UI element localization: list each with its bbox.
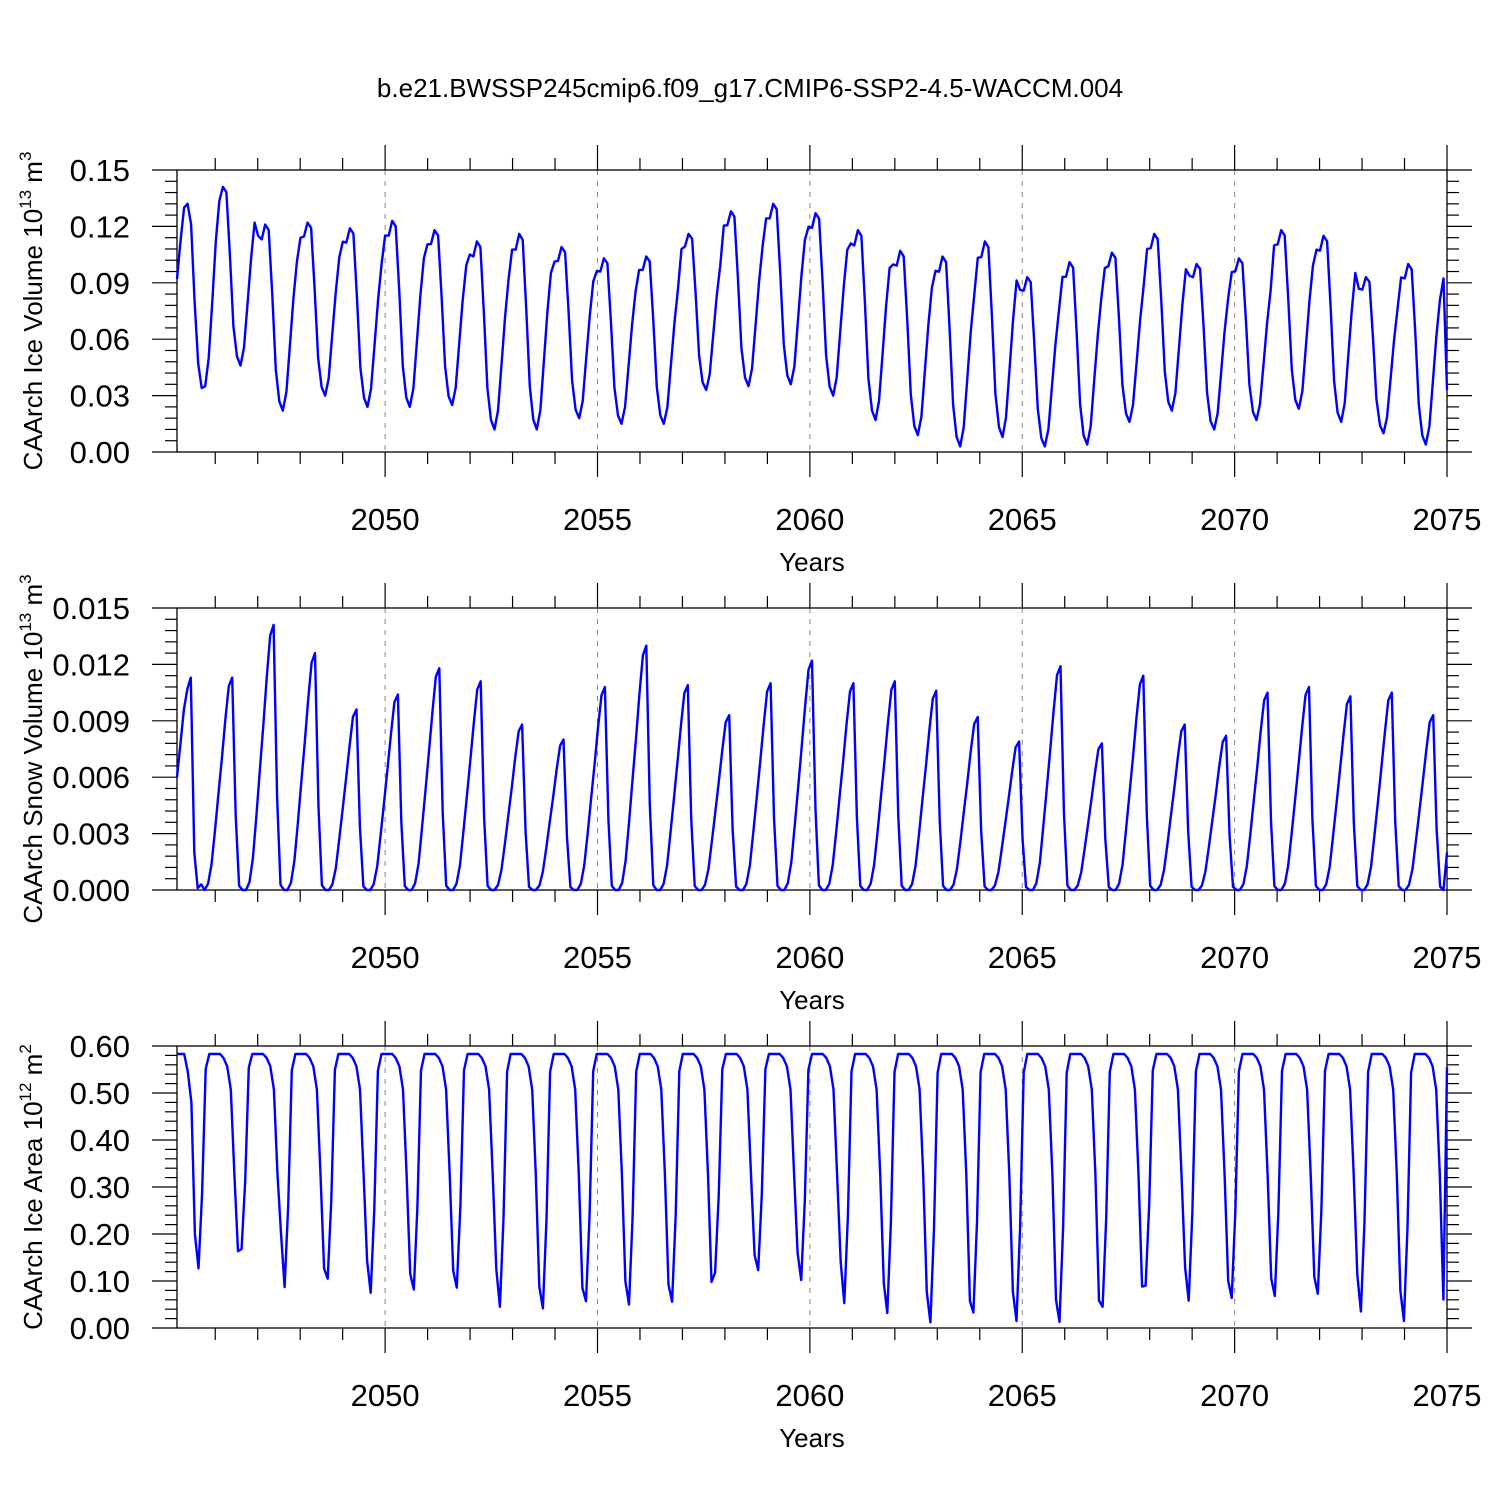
x-tick-label: 2065 <box>988 940 1057 975</box>
y-tick-label: 0.015 <box>52 591 130 626</box>
x-tick-label: 2050 <box>351 940 420 975</box>
panel-2: 0.000 0.003 0.006 0.009 0.012 0.015 2050 2055 20… <box>16 574 1481 1015</box>
x-tick-label: 2050 <box>351 1378 420 1413</box>
series-line <box>175 185 1449 448</box>
y-tick-label: 0.12 <box>70 209 130 244</box>
y-axis-label: CAArch Ice Volume 1013 m3 <box>16 152 48 471</box>
x-tick-label: 2075 <box>1413 940 1482 975</box>
x-tick-label: 2075 <box>1413 502 1482 537</box>
y-tick-label: 0.50 <box>70 1076 130 1111</box>
y-axis-label: CAArch Ice Area 1012 m2 <box>16 1044 48 1330</box>
x-tick-label: 2050 <box>351 502 420 537</box>
x-tick-label: 2055 <box>563 1378 632 1413</box>
y-tick-label: 0.006 <box>52 760 130 795</box>
y-tick-label: 0.06 <box>70 322 130 357</box>
x-axis-label: Years <box>779 1423 845 1453</box>
x-tick-label: 2070 <box>1200 940 1269 975</box>
y-tick-label: 0.15 <box>70 153 130 188</box>
y-tick-label: 0.60 <box>70 1029 130 1064</box>
y-tick-label: 0.10 <box>70 1264 130 1299</box>
series-line <box>175 623 1449 892</box>
y-tick-label: 0.009 <box>52 704 130 739</box>
plot-frame <box>176 1045 1448 1329</box>
plot-frame <box>176 607 1448 891</box>
y-tick-label: 0.20 <box>70 1217 130 1252</box>
y-tick-label: 0.003 <box>52 817 130 852</box>
x-tick-label: 2055 <box>563 502 632 537</box>
y-tick-label: 0.000 <box>52 873 130 908</box>
y-tick-label: 0.09 <box>70 266 130 301</box>
x-tick-label: 2065 <box>988 502 1057 537</box>
y-tick-label: 0.00 <box>70 435 130 470</box>
x-tick-label: 2060 <box>775 1378 844 1413</box>
x-axis-label: Years <box>779 985 845 1015</box>
y-tick-label: 0.012 <box>52 647 130 682</box>
y-axis-label: CAArch Snow Volume 1013 m3 <box>16 574 48 923</box>
x-tick-label: 2075 <box>1413 1378 1482 1413</box>
plot-frame <box>176 169 1448 453</box>
panels-group: 0.00 0.03 0.06 0.09 0.12 0.15 2050 2055 2060 2065… <box>16 145 1481 1453</box>
y-tick-label: 0.03 <box>70 379 130 414</box>
x-tick-label: 2060 <box>775 502 844 537</box>
series-line <box>177 1052 1449 1324</box>
x-tick-label: 2055 <box>563 940 632 975</box>
x-tick-label: 2065 <box>988 1378 1057 1413</box>
y-tick-label: 0.00 <box>70 1311 130 1346</box>
x-axis-label: Years <box>779 547 845 577</box>
y-tick-label: 0.30 <box>70 1170 130 1205</box>
chart-title: b.e21.BWSSP245cmip6.f09_g17.CMIP6-SSP2-4… <box>377 73 1123 103</box>
x-tick-label: 2070 <box>1200 1378 1269 1413</box>
panel-3: 0.00 0.10 0.20 0.30 0.40 0.50 0.60 2050 2055 2060… <box>16 1021 1481 1453</box>
x-tick-label: 2060 <box>775 940 844 975</box>
y-tick-label: 0.40 <box>70 1123 130 1158</box>
panel-1: 0.00 0.03 0.06 0.09 0.12 0.15 2050 2055 2060 2065… <box>16 145 1481 577</box>
x-tick-label: 2070 <box>1200 502 1269 537</box>
